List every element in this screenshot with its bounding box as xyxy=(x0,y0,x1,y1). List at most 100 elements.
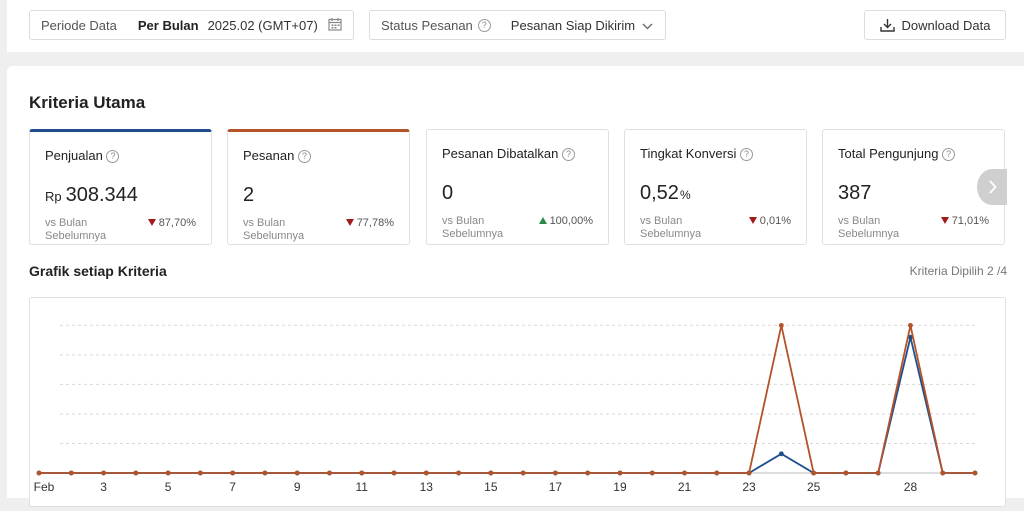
trend-down-icon xyxy=(147,219,156,226)
card-title: Total Pengunjung ? xyxy=(838,146,956,162)
download-icon xyxy=(879,18,895,32)
data-point xyxy=(230,470,236,476)
line-chart: 1 Feb 3 5 7 9 11 13 15 17 19 21 23 25 28 xyxy=(24,322,978,494)
card-title: Tingkat Konversi ? xyxy=(640,146,753,162)
x-tick-label: 3 xyxy=(100,480,107,494)
series-line-0 xyxy=(39,336,975,474)
help-icon[interactable]: ? xyxy=(739,148,753,162)
x-tick-label: 5 xyxy=(165,480,172,494)
card-value: 387 xyxy=(838,182,872,204)
card-comparison-label: vs Bulan Sebelumnya xyxy=(838,215,900,240)
x-tick-label: 11 xyxy=(356,480,369,494)
x-tick-label: 7 xyxy=(229,480,236,494)
data-point xyxy=(520,470,526,476)
x-tick-label: 23 xyxy=(742,480,756,494)
card-comparison-label: vs Bulan Sebelumnya xyxy=(442,215,504,240)
help-icon[interactable]: ? xyxy=(106,150,120,164)
period-filter[interactable]: Periode Data Per Bulan 2025.02 (GMT+07) xyxy=(29,10,354,40)
data-point xyxy=(197,470,203,476)
data-point xyxy=(714,470,720,476)
chevron-down-icon[interactable] xyxy=(642,18,653,33)
status-filter[interactable]: Status Pesanan ? Pesanan Siap Dikirim xyxy=(369,10,666,40)
card-value: 0,52% xyxy=(640,182,691,204)
x-tick-label: 28 xyxy=(904,480,918,494)
period-label: Periode Data xyxy=(41,17,117,33)
chevron-right-icon[interactable] xyxy=(977,169,1007,205)
data-point xyxy=(585,470,591,476)
chart-title: Grafik setiap Kriteria xyxy=(29,263,167,279)
data-point xyxy=(68,470,74,476)
data-point xyxy=(908,334,913,340)
download-data-button[interactable]: Download Data xyxy=(864,10,1006,40)
metric-card-total-pengunjung[interactable]: Total Pengunjung ? 387 vs Bulan Sebelumn… xyxy=(822,129,1005,245)
metric-card-pesanan[interactable]: Pesanan ? 2 vs Bulan Sebelumnya 77,78% xyxy=(227,129,410,245)
data-point xyxy=(843,470,849,476)
data-point xyxy=(101,470,106,476)
section-title: Kriteria Utama xyxy=(29,93,146,112)
data-point xyxy=(165,470,171,476)
data-point xyxy=(488,470,494,476)
selected-criteria-count: Kriteria Dipilih 2 /4 xyxy=(909,264,1007,278)
data-point xyxy=(778,451,784,457)
status-label: Status Pesanan xyxy=(381,17,473,33)
data-point xyxy=(649,470,655,476)
data-point xyxy=(875,470,881,476)
data-point xyxy=(908,322,913,328)
series-line-1 xyxy=(39,325,975,474)
card-title: Pesanan ? xyxy=(243,148,311,164)
data-point xyxy=(423,470,429,476)
metric-card-penjualan[interactable]: Penjualan ? Rp 308.344 vs Bulan Sebelumny… xyxy=(29,129,212,245)
data-point xyxy=(746,470,752,476)
card-value: 2 xyxy=(243,184,255,206)
help-icon[interactable]: ? xyxy=(942,148,956,162)
download-label: Download Data xyxy=(901,17,991,33)
data-point xyxy=(972,470,978,476)
data-point xyxy=(811,470,817,476)
card-change: 0,01% xyxy=(748,215,791,227)
data-point xyxy=(391,470,397,476)
data-point xyxy=(294,470,300,476)
data-point xyxy=(133,470,139,476)
card-change: 77,78% xyxy=(345,217,394,229)
data-point xyxy=(327,470,332,476)
data-point xyxy=(940,470,946,476)
filter-bar: Periode Data Per Bulan 2025.02 (GMT+07) … xyxy=(7,0,1024,52)
card-change: 71,01% xyxy=(940,215,989,227)
x-tick-label: 1 Feb xyxy=(30,480,55,494)
trend-down-icon xyxy=(345,219,354,226)
card-change: 87,70% xyxy=(147,217,196,229)
card-comparison-label: vs Bulan Sebelumnya xyxy=(243,217,305,242)
x-tick-label: 9 xyxy=(294,480,301,494)
metric-card-pesanan-dibatalkan[interactable]: Pesanan Dibatalkan ? 0 vs Bulan Sebelumn… xyxy=(426,129,609,245)
trend-down-icon xyxy=(748,217,757,224)
data-point xyxy=(682,470,687,476)
help-icon[interactable]: ? xyxy=(477,18,491,32)
data-point xyxy=(553,470,558,476)
card-comparison-label: vs Bulan Sebelumnya xyxy=(640,215,702,240)
data-point xyxy=(456,470,461,476)
calendar-icon[interactable] xyxy=(328,17,342,34)
data-point xyxy=(262,470,268,476)
x-tick-label: 15 xyxy=(484,480,498,494)
data-point xyxy=(778,322,784,328)
main-panel: Kriteria Utama Penjualan ? Rp 308.344 vs … xyxy=(7,66,1024,507)
x-tick-label: 21 xyxy=(678,480,692,494)
help-icon[interactable]: ? xyxy=(561,148,575,162)
status-value: Pesanan Siap Dikirim xyxy=(510,17,636,33)
period-value: 2025.02 (GMT+07) xyxy=(207,17,318,33)
data-point xyxy=(617,470,623,476)
card-title: Penjualan ? xyxy=(45,148,120,164)
data-point xyxy=(36,470,42,476)
metric-card-tingkat-konversi[interactable]: Tingkat Konversi ? 0,52% vs Bulan Sebelu… xyxy=(624,129,807,245)
card-title: Pesanan Dibatalkan ? xyxy=(442,146,575,162)
x-tick-label: 19 xyxy=(613,480,627,494)
x-tick-label: 13 xyxy=(420,480,434,494)
help-icon[interactable]: ? xyxy=(297,150,311,164)
x-tick-label: 25 xyxy=(807,480,821,494)
period-mode: Per Bulan xyxy=(137,17,199,33)
data-point xyxy=(359,470,365,476)
chart-container: 1 Feb 3 5 7 9 11 13 15 17 19 21 23 25 28 xyxy=(24,297,1006,507)
card-comparison-label: vs Bulan Sebelumnya xyxy=(45,217,107,242)
card-value: 0 xyxy=(442,182,454,204)
trend-up-icon xyxy=(538,217,547,224)
